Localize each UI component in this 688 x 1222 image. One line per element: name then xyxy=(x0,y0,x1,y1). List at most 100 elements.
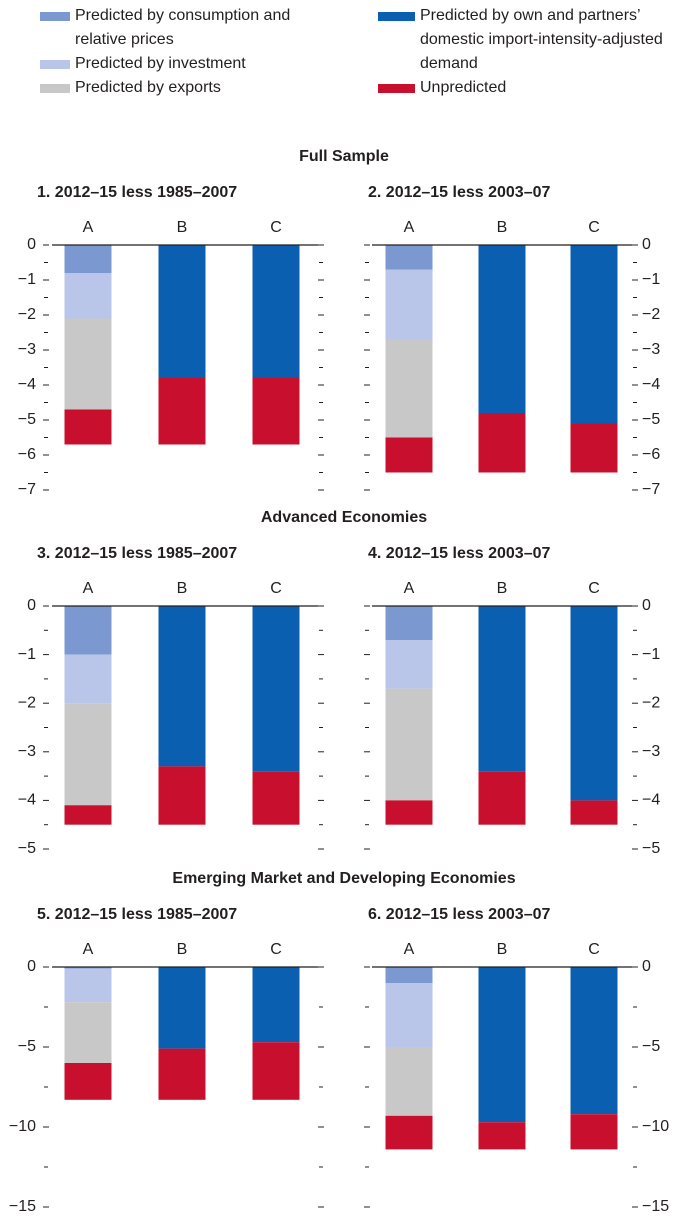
panel-title: 4. 2012–15 less 2003–07 xyxy=(368,545,551,562)
legend-label: Predicted by investment xyxy=(75,55,246,72)
y-tick-label: −10 xyxy=(642,1118,669,1135)
y-tick-label: −1 xyxy=(18,646,36,663)
bar-segment xyxy=(385,640,433,689)
bar-segment xyxy=(385,1115,433,1150)
bar-segment xyxy=(385,983,433,1047)
x-tick-label: C xyxy=(270,941,282,958)
bar-segment xyxy=(570,245,618,424)
y-tick-label: −2 xyxy=(18,306,36,323)
bar-segment xyxy=(385,269,433,340)
y-tick-label: −5 xyxy=(18,411,36,428)
section-title: Full Sample xyxy=(299,148,389,165)
bar-segment xyxy=(64,273,112,319)
y-tick-label: −5 xyxy=(642,1038,660,1055)
x-tick-label: C xyxy=(270,219,282,236)
section-title: Advanced Economies xyxy=(261,509,427,526)
bar-segment xyxy=(252,771,300,825)
y-tick-label: −10 xyxy=(9,1118,36,1135)
y-tick-label: −4 xyxy=(18,792,36,809)
bar-segment xyxy=(478,1122,526,1150)
y-tick-label: −1 xyxy=(642,271,660,288)
x-tick-label: B xyxy=(497,941,508,958)
panel-title: 6. 2012–15 less 2003–07 xyxy=(368,906,551,923)
bar-segment xyxy=(252,967,300,1043)
x-tick-label: A xyxy=(83,219,94,236)
y-tick-label: −5 xyxy=(18,1038,36,1055)
y-tick-label: −4 xyxy=(642,376,660,393)
y-tick-label: −3 xyxy=(18,743,36,760)
bar-segment xyxy=(478,413,526,473)
bar-segment xyxy=(64,409,112,445)
y-tick-label: 0 xyxy=(27,958,36,975)
x-tick-label: C xyxy=(588,219,600,236)
panel-title: 2. 2012–15 less 2003–07 xyxy=(368,184,551,201)
x-tick-label: B xyxy=(177,941,188,958)
bar-segment xyxy=(64,654,112,704)
bar-segment xyxy=(64,805,112,825)
panel-title: 3. 2012–15 less 1985–2007 xyxy=(37,545,237,562)
bar-segment xyxy=(158,378,206,445)
bar-segment xyxy=(385,688,433,801)
legend-label: Unpredicted xyxy=(420,79,507,96)
bar-segment xyxy=(64,606,112,655)
y-tick-label: −5 xyxy=(642,411,660,428)
y-tick-label: −5 xyxy=(18,840,36,857)
x-tick-label: B xyxy=(177,580,188,597)
section-title: Emerging Market and Developing Economies xyxy=(172,870,515,887)
bar-segment xyxy=(570,967,618,1115)
y-tick-label: −3 xyxy=(642,341,660,358)
panel-title: 1. 2012–15 less 1985–2007 xyxy=(37,184,237,201)
y-tick-label: 0 xyxy=(27,236,36,253)
bar-segment xyxy=(64,968,112,1003)
legend-label: Predicted by consumption and relative pr… xyxy=(75,7,291,48)
bar-segment xyxy=(385,967,433,983)
y-tick-label: −5 xyxy=(642,840,660,857)
x-tick-label: C xyxy=(588,941,600,958)
bar-segment xyxy=(478,245,526,413)
bar-segment xyxy=(478,771,526,825)
y-tick-label: −6 xyxy=(642,446,660,463)
x-tick-label: C xyxy=(588,580,600,597)
bar-segment xyxy=(158,1048,206,1100)
y-tick-label: 0 xyxy=(27,597,36,614)
bar-segment xyxy=(570,1114,618,1150)
y-tick-label: 0 xyxy=(642,597,651,614)
y-tick-label: −2 xyxy=(642,694,660,711)
bar-segment xyxy=(252,1042,300,1100)
legend-swatch xyxy=(378,84,415,93)
x-tick-label: A xyxy=(404,580,415,597)
bar-segment xyxy=(64,1063,112,1100)
bar-segment xyxy=(64,967,112,969)
y-tick-label: −15 xyxy=(9,1198,36,1215)
legend-label: Predicted by exports xyxy=(75,79,221,96)
bar-segment xyxy=(252,245,300,378)
bar-segment xyxy=(158,967,206,1049)
legend-label: Predicted by own and partners’ domestic … xyxy=(420,7,663,72)
y-tick-label: −7 xyxy=(642,481,660,498)
bar-segment xyxy=(385,339,433,438)
bar-segment xyxy=(385,606,433,641)
y-tick-label: −4 xyxy=(18,376,36,393)
x-tick-label: B xyxy=(177,219,188,236)
bar-segment xyxy=(158,245,206,378)
y-tick-label: −6 xyxy=(18,446,36,463)
x-tick-label: B xyxy=(497,580,508,597)
bar-segment xyxy=(478,967,526,1123)
y-tick-label: −2 xyxy=(642,306,660,323)
bar-segment xyxy=(64,318,112,410)
y-tick-label: −1 xyxy=(642,646,660,663)
bar-segment xyxy=(385,1047,433,1116)
y-tick-label: −2 xyxy=(18,694,36,711)
bar-segment xyxy=(385,437,433,473)
y-tick-label: −4 xyxy=(642,792,660,809)
y-tick-label: −3 xyxy=(18,341,36,358)
bar-segment xyxy=(64,1002,112,1063)
bar-segment xyxy=(252,378,300,445)
y-tick-label: −7 xyxy=(18,481,36,498)
bar-segment xyxy=(570,423,618,473)
y-tick-label: 0 xyxy=(642,236,651,253)
y-tick-label: 0 xyxy=(642,958,651,975)
bar-segment xyxy=(252,606,300,772)
